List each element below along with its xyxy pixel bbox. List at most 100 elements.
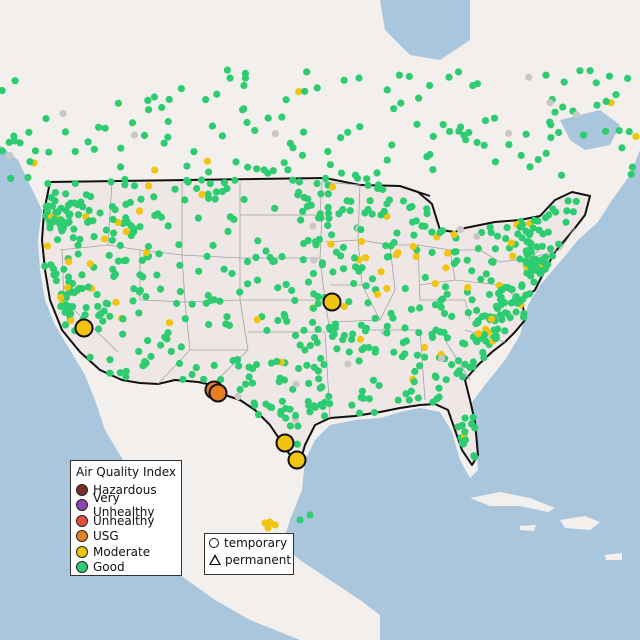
station-marker[interactable] bbox=[522, 247, 530, 255]
station-marker[interactable] bbox=[580, 131, 588, 139]
station-marker[interactable] bbox=[248, 379, 256, 387]
station-marker[interactable] bbox=[450, 230, 458, 239]
station-marker[interactable] bbox=[295, 178, 303, 186]
station-marker[interactable] bbox=[421, 273, 429, 282]
station-marker[interactable] bbox=[240, 105, 248, 113]
station-marker[interactable] bbox=[473, 232, 481, 240]
station-marker[interactable] bbox=[240, 81, 248, 90]
station-marker[interactable] bbox=[60, 265, 68, 273]
station-marker[interactable] bbox=[164, 222, 172, 230]
station-marker[interactable] bbox=[299, 207, 307, 215]
station-marker[interactable] bbox=[150, 93, 158, 101]
station-marker[interactable] bbox=[42, 202, 50, 210]
station-marker[interactable] bbox=[69, 279, 77, 288]
station-marker[interactable] bbox=[552, 208, 560, 216]
station-marker[interactable] bbox=[555, 240, 563, 248]
station-marker[interactable] bbox=[545, 211, 553, 219]
station-marker[interactable] bbox=[286, 422, 294, 430]
station-marker[interactable] bbox=[450, 248, 458, 256]
station-marker[interactable] bbox=[274, 284, 282, 292]
station-marker[interactable] bbox=[99, 317, 107, 325]
station-marker[interactable] bbox=[564, 197, 572, 205]
station-marker[interactable] bbox=[548, 252, 557, 260]
station-marker[interactable] bbox=[293, 440, 301, 448]
station-marker[interactable] bbox=[534, 156, 542, 164]
station-marker[interactable] bbox=[365, 344, 373, 352]
station-marker[interactable] bbox=[315, 235, 323, 243]
station-marker[interactable] bbox=[6, 152, 14, 160]
station-marker[interactable] bbox=[440, 309, 449, 317]
station-marker[interactable] bbox=[59, 110, 67, 118]
temporary-monitors[interactable] bbox=[74, 292, 342, 470]
station-marker[interactable] bbox=[416, 304, 424, 312]
station-marker[interactable] bbox=[464, 309, 472, 317]
station-marker[interactable] bbox=[526, 290, 534, 298]
station-marker[interactable] bbox=[317, 354, 325, 363]
station-marker[interactable] bbox=[383, 284, 391, 293]
station-marker[interactable] bbox=[177, 343, 185, 351]
station-marker[interactable] bbox=[26, 158, 34, 166]
station-marker[interactable] bbox=[373, 290, 382, 298]
station-marker[interactable] bbox=[586, 67, 594, 75]
station-marker[interactable] bbox=[245, 373, 253, 381]
station-marker[interactable] bbox=[81, 311, 89, 319]
station-marker[interactable] bbox=[281, 313, 289, 321]
station-marker[interactable] bbox=[86, 353, 94, 361]
station-marker[interactable] bbox=[46, 224, 54, 232]
station-marker[interactable] bbox=[485, 290, 494, 299]
station-marker[interactable] bbox=[615, 127, 623, 135]
station-marker[interactable] bbox=[624, 74, 632, 82]
station-marker[interactable] bbox=[95, 311, 103, 320]
station-marker[interactable] bbox=[351, 263, 360, 271]
station-marker[interactable] bbox=[254, 237, 262, 245]
station-marker[interactable] bbox=[520, 313, 528, 321]
station-marker[interactable] bbox=[313, 179, 321, 188]
station-marker[interactable] bbox=[504, 129, 513, 137]
station-marker[interactable] bbox=[317, 401, 325, 409]
station-marker[interactable] bbox=[415, 329, 423, 337]
station-marker[interactable] bbox=[310, 290, 318, 298]
station-marker[interactable] bbox=[25, 128, 33, 136]
station-marker[interactable] bbox=[223, 66, 231, 74]
station-marker[interactable] bbox=[437, 296, 445, 304]
station-marker[interactable] bbox=[145, 106, 153, 114]
station-marker[interactable] bbox=[24, 173, 32, 182]
station-marker[interactable] bbox=[348, 401, 356, 409]
station-marker[interactable] bbox=[61, 321, 70, 329]
station-marker[interactable] bbox=[183, 162, 191, 170]
station-marker[interactable] bbox=[324, 203, 332, 211]
station-marker[interactable] bbox=[533, 243, 541, 251]
station-marker[interactable] bbox=[295, 88, 303, 96]
station-marker[interactable] bbox=[216, 297, 224, 305]
station-marker[interactable] bbox=[377, 268, 385, 276]
station-marker[interactable] bbox=[164, 133, 172, 141]
station-marker[interactable] bbox=[409, 242, 417, 251]
station-marker[interactable] bbox=[264, 114, 272, 122]
station-marker[interactable] bbox=[412, 252, 420, 260]
station-marker[interactable] bbox=[240, 195, 248, 204]
station-marker[interactable] bbox=[322, 174, 330, 182]
station-marker[interactable] bbox=[70, 225, 78, 233]
station-marker[interactable] bbox=[74, 241, 82, 249]
station-marker[interactable] bbox=[395, 71, 403, 79]
station-marker[interactable] bbox=[559, 103, 567, 111]
station-marker[interactable] bbox=[67, 316, 75, 324]
station-marker[interactable] bbox=[223, 185, 231, 193]
station-marker[interactable] bbox=[351, 254, 359, 262]
station-marker[interactable] bbox=[501, 309, 509, 317]
station-marker[interactable] bbox=[555, 128, 563, 137]
station-marker[interactable] bbox=[61, 219, 69, 227]
station-marker[interactable] bbox=[236, 288, 244, 296]
station-marker[interactable] bbox=[333, 345, 341, 353]
station-marker[interactable] bbox=[273, 357, 281, 365]
station-marker[interactable] bbox=[142, 248, 151, 257]
station-marker[interactable] bbox=[309, 304, 318, 312]
station-marker[interactable] bbox=[529, 266, 537, 274]
station-marker[interactable] bbox=[300, 193, 308, 202]
station-marker[interactable] bbox=[551, 108, 559, 116]
station-marker[interactable] bbox=[448, 361, 456, 369]
station-marker[interactable] bbox=[303, 202, 311, 211]
station-marker[interactable] bbox=[491, 245, 499, 253]
station-marker[interactable] bbox=[371, 348, 379, 356]
station-marker[interactable] bbox=[411, 367, 419, 376]
